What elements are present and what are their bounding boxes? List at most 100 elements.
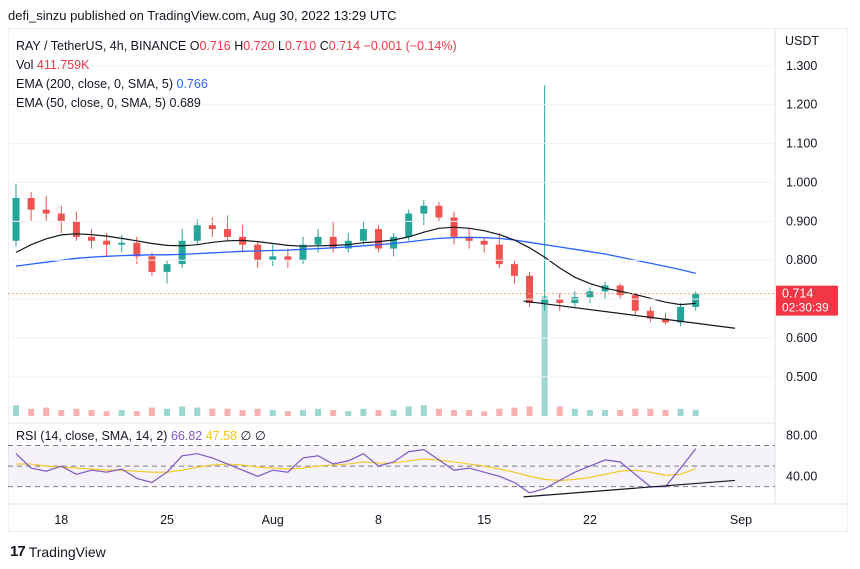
rsi-label[interactable]: RSI (14, close, SMA, 14, 2) xyxy=(16,429,168,443)
volume-bar xyxy=(451,410,458,416)
volume-bar xyxy=(375,410,382,416)
brand-name: TradingView xyxy=(28,543,106,560)
volume-bar xyxy=(541,296,548,416)
price-tick-label: 0.600 xyxy=(786,331,817,345)
time-tick-label: 18 xyxy=(54,513,68,527)
vol-label[interactable]: Vol xyxy=(16,58,34,72)
price-axis-ticks: 1.3001.2001.1001.0000.9000.8000.7000.600… xyxy=(8,59,817,384)
volume-bar xyxy=(405,406,412,416)
volume-bar xyxy=(556,406,563,416)
price-tick-label: 1.200 xyxy=(786,98,817,112)
series-legend: RAY / TetherUS, 4h, BINANCE O0.716 H0.72… xyxy=(16,37,457,113)
ema200-row: EMA (200, close, 0, SMA, 5) 0.766 xyxy=(16,75,457,94)
candle-body xyxy=(163,264,171,272)
rsi-sma-line xyxy=(16,458,696,481)
candle-body xyxy=(526,275,534,303)
open-label: O xyxy=(189,39,200,53)
volume-bar xyxy=(73,408,80,416)
candle-body xyxy=(284,256,292,261)
candle-body xyxy=(133,242,141,257)
ema200-value: 0.766 xyxy=(176,77,208,91)
candle-body xyxy=(541,299,549,303)
candle-body xyxy=(103,240,111,245)
volume-bar xyxy=(28,408,35,416)
volume-bar xyxy=(481,411,488,416)
candle-body xyxy=(118,242,126,245)
volume-bar xyxy=(299,410,306,416)
candle-body xyxy=(148,256,156,272)
volume-bar xyxy=(420,405,427,416)
volume-bar xyxy=(602,410,609,416)
change-value: −0.001 (−0.14%) xyxy=(363,39,457,53)
candle-body xyxy=(677,306,685,323)
open-value: 0.716 xyxy=(199,39,231,53)
rsi-extra: ∅ ∅ xyxy=(240,429,266,443)
volume-bar xyxy=(435,408,442,416)
time-axis-ticks: 18 25 Aug 8 15 22 Sep xyxy=(54,513,752,527)
rsi-value: 66.82 xyxy=(170,429,203,443)
close-label: C xyxy=(319,39,329,53)
last-price-box xyxy=(776,285,838,316)
volume-bar xyxy=(632,408,639,416)
volume-bar xyxy=(586,410,593,416)
volume-bar xyxy=(239,410,246,416)
candle-body xyxy=(586,291,594,298)
chart-canvas[interactable]: 1.3001.2001.1001.0000.9000.8000.7000.600… xyxy=(8,28,848,532)
chart-border xyxy=(8,28,848,532)
candle-body xyxy=(269,256,277,261)
candle-body xyxy=(435,205,443,218)
rsi-axis-ticks: 80.00 40.00 xyxy=(786,428,817,483)
time-tick-label: 22 xyxy=(583,513,597,527)
volume-bar xyxy=(103,411,110,416)
candle-body xyxy=(359,229,367,241)
volume-bar xyxy=(148,407,155,416)
rsi-sma-value: 47.58 xyxy=(205,429,237,443)
last-price-value: 0.714 xyxy=(782,287,813,301)
price-tick-label: 1.300 xyxy=(786,59,817,73)
ema50-row: EMA (50, close, 0, SMA, 5) 0.689 xyxy=(16,94,457,113)
volume-bar xyxy=(194,407,201,416)
volume-bar xyxy=(224,408,231,416)
volume-bar xyxy=(269,410,276,416)
symbol-title[interactable]: RAY / TetherUS, 4h, BINANCE xyxy=(16,39,187,53)
candle-body xyxy=(556,299,564,303)
time-tick-label: 15 xyxy=(477,513,491,527)
volume-bar xyxy=(677,408,684,416)
ema200-label[interactable]: EMA (200, close, 0, SMA, 5) xyxy=(16,77,174,91)
rsi-legend: RSI (14, close, SMA, 14, 2) 66.82 47.58 … xyxy=(16,428,266,443)
candle-body xyxy=(27,198,35,210)
candle-body xyxy=(692,293,700,307)
volume-bar xyxy=(13,405,19,416)
candle-body xyxy=(223,229,231,237)
publish-header: defi_sinzu published on TradingView.com,… xyxy=(8,8,397,23)
volume-bar xyxy=(133,411,140,416)
volume-bar xyxy=(692,410,699,416)
price-axis-currency: USDT xyxy=(785,34,819,48)
candle-body xyxy=(646,310,654,319)
volume-bar xyxy=(330,410,337,416)
candle-body xyxy=(42,209,50,214)
price-tick-label: 1.000 xyxy=(786,175,817,189)
ema50-label[interactable]: EMA (50, close, 0, SMA, 5) xyxy=(16,96,167,110)
price-tick-label: 1.100 xyxy=(786,137,817,151)
volume-bar xyxy=(390,410,397,416)
rsi-tick-label: 80.00 xyxy=(786,428,817,442)
volume-bar xyxy=(43,407,50,416)
time-tick-label: Sep xyxy=(730,513,752,527)
volume-bar xyxy=(209,408,216,416)
last-price-label: 0.714 02:30:39 xyxy=(776,285,838,316)
candle-body xyxy=(390,236,398,249)
close-value: 0.714 xyxy=(328,39,361,53)
volume-bar xyxy=(360,408,367,416)
candle-body xyxy=(510,264,518,276)
volume-bar xyxy=(284,411,291,416)
candle-body xyxy=(314,236,322,245)
volume-bar xyxy=(179,406,186,416)
rsi-levels xyxy=(8,445,775,488)
candle-body xyxy=(405,213,413,237)
rsi-tick-label: 40.00 xyxy=(786,469,817,483)
volume-bar xyxy=(466,410,473,416)
price-tick-label: 0.500 xyxy=(786,370,817,384)
high-label: H xyxy=(234,39,244,53)
footer-brand[interactable]: 17 TradingView xyxy=(10,543,106,560)
